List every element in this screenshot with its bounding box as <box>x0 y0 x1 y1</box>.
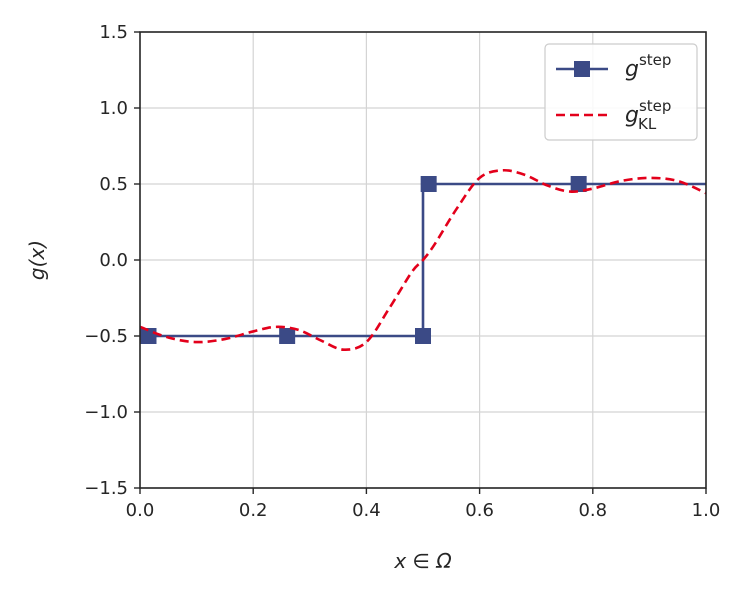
x-axis-label: x ∈ Ω <box>393 549 452 573</box>
y-tick-label: 1.5 <box>99 22 128 43</box>
legend-label: gstep <box>625 51 671 82</box>
y-tick-label: 0.5 <box>99 174 128 195</box>
series-1 <box>140 176 706 344</box>
y-tick-label: 1.0 <box>99 98 128 119</box>
series-marker-square <box>420 176 437 192</box>
legend-entry-2: gstep KL <box>556 97 671 133</box>
y-axis-label: g(x) <box>25 240 49 280</box>
series-2 <box>139 168 707 352</box>
ticks-layer: 0.0 0.2 0.4 0.6 0.8 1.0 −1.5 −1.0 −0.5 0.0 0.5 1.0 1… <box>84 22 720 521</box>
legend-label: gstep KL <box>625 97 671 133</box>
series-marker-square <box>140 328 157 344</box>
x-tick-label: 0.4 <box>352 500 381 521</box>
x-tick-label: 0.0 <box>126 500 155 521</box>
x-tick-label: 0.8 <box>578 500 607 521</box>
y-tick-label: −1.0 <box>84 402 128 423</box>
y-tick-label: −0.5 <box>84 326 128 347</box>
y-tick-label: 0.0 <box>99 250 128 271</box>
legend: gstep gstep KL <box>544 43 698 141</box>
legend-swatch-marker <box>574 61 590 77</box>
y-tick-label: −1.5 <box>84 478 128 499</box>
x-tick-label: 1.0 <box>692 500 721 521</box>
series-marker-square <box>415 328 431 344</box>
series-marker-square <box>570 176 587 192</box>
x-tick-label: 0.6 <box>465 500 494 521</box>
x-tick-label: 0.2 <box>239 500 268 521</box>
series-line-dashed <box>139 168 707 352</box>
legend-entry-1: gstep <box>556 51 671 82</box>
series-marker-square <box>279 328 296 344</box>
series-layer <box>139 168 707 352</box>
legend-box <box>544 43 698 141</box>
